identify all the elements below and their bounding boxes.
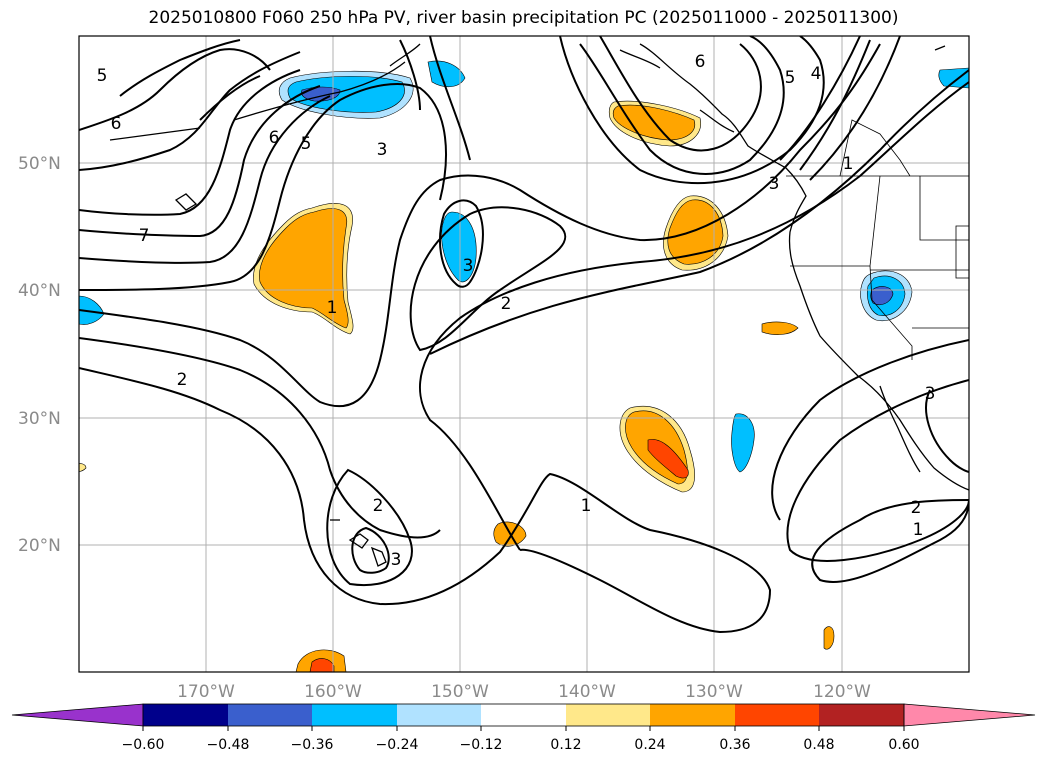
lon-label: 160°W xyxy=(304,682,362,702)
colorbar-tick-label: −0.60 xyxy=(122,737,165,753)
contour-label: 6 xyxy=(269,128,280,148)
colorbar-segment xyxy=(819,704,904,726)
lat-label: 50°N xyxy=(18,154,61,174)
colorbar-outline xyxy=(142,703,905,727)
contour-label: 3 xyxy=(391,550,402,570)
contour-label: 3 xyxy=(925,384,936,404)
contour-label: 2 xyxy=(501,294,512,314)
contour-label: 5 xyxy=(301,134,312,154)
contour-label: 7 xyxy=(139,226,150,246)
lat-label: 20°N xyxy=(18,536,61,556)
contour-label: 3 xyxy=(463,256,474,276)
lon-label: 150°W xyxy=(431,682,489,702)
colorbar-segment xyxy=(143,704,228,726)
colorbar-tick-label: 0.60 xyxy=(888,737,919,753)
colorbar-tick-label: −0.36 xyxy=(291,737,334,753)
pv-contours xyxy=(79,36,969,634)
colorbar-segment xyxy=(228,704,312,726)
colorbar-tick-label: 0.48 xyxy=(803,737,834,753)
colorbar-segment xyxy=(566,704,650,726)
longitude-labels: 170°W 160°W 150°W 140°W 130°W 120°W xyxy=(177,682,871,702)
colorbar-tick-label: 0.36 xyxy=(719,737,750,753)
latitude-labels: 50°N 40°N 30°N 20°N xyxy=(18,154,61,556)
colorbar-segment xyxy=(481,704,566,726)
lon-label: 140°W xyxy=(558,682,616,702)
lon-label: 130°W xyxy=(685,682,743,702)
map-area xyxy=(79,36,969,672)
colorbar-tick-label: −0.12 xyxy=(460,737,503,753)
contour-label: 3 xyxy=(769,174,780,194)
colorbar-right-extension xyxy=(903,703,1036,727)
contour-labels: 5 6 6 5 3 7 1 3 2 2 2 3 1 6 5 4 1 3 2 1 … xyxy=(97,52,936,570)
contour-label: 1 xyxy=(913,520,924,540)
contour-label: 3 xyxy=(377,140,388,160)
contour-label: 2 xyxy=(373,496,384,516)
map-title: 2025010800 F060 250 hPa PV, river basin … xyxy=(148,8,899,28)
contour-label: 6 xyxy=(111,114,122,134)
map-gridlines xyxy=(79,36,969,672)
lon-label: 120°W xyxy=(813,682,871,702)
contour-label: 5 xyxy=(97,66,108,86)
colorbar-segment xyxy=(650,704,735,726)
colorbar-tick-label: −0.48 xyxy=(207,737,250,753)
contour-label: 1 xyxy=(843,154,854,174)
lat-label: 30°N xyxy=(18,409,61,429)
contour-label: 1 xyxy=(581,496,592,516)
colorbar-segment xyxy=(312,704,397,726)
colorbar-tick-label: 0.24 xyxy=(634,737,665,753)
map-frame xyxy=(78,35,970,673)
lon-label: 170°W xyxy=(177,682,235,702)
contour-label: 2 xyxy=(911,498,922,518)
colorbar-segment xyxy=(735,704,819,726)
colorbar-segment xyxy=(397,704,481,726)
lat-label: 40°N xyxy=(18,281,61,301)
contour-label: 2 xyxy=(177,370,188,390)
colorbar-tick-label: −0.24 xyxy=(376,737,419,753)
colorbar: −0.60 −0.48 −0.36 −0.24 −0.12 0.12 0.24 … xyxy=(11,703,1036,753)
colorbar-tick-label: 0.12 xyxy=(550,737,581,753)
contour-label: 6 xyxy=(695,52,706,72)
contour-label: 5 xyxy=(785,68,796,88)
state-borders xyxy=(786,119,969,360)
contour-label: 4 xyxy=(811,64,822,84)
colorbar-left-extension xyxy=(11,703,144,727)
contour-label: 1 xyxy=(327,298,338,318)
